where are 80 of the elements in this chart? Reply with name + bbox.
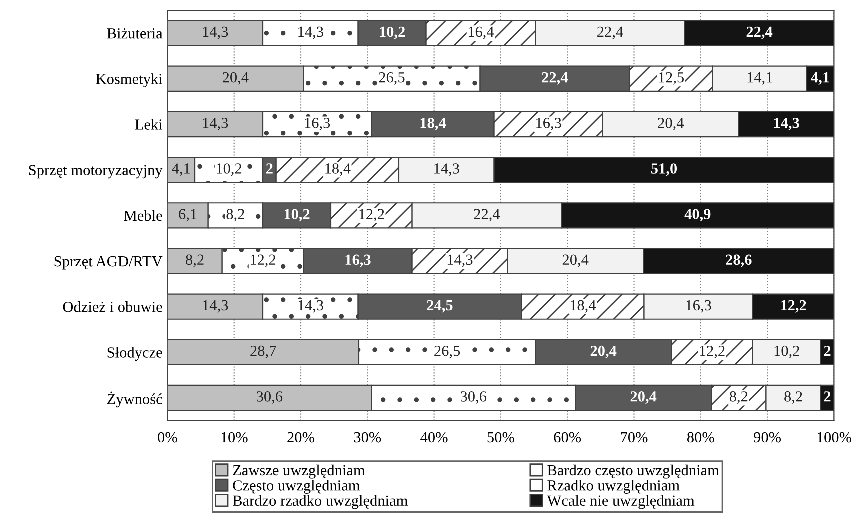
data-label: 20,4: [222, 72, 249, 85]
data-label: 24,5: [427, 300, 453, 313]
data-label: 14,3: [298, 26, 324, 40]
data-label: 12,5: [659, 72, 684, 85]
data-label: 28,7: [250, 346, 276, 358]
legend-label: Często uwzględniam: [233, 480, 360, 494]
x-tick-label: 100%: [818, 432, 852, 443]
data-label: 12,2: [250, 254, 276, 268]
data-label: 51,0: [651, 164, 678, 176]
y-tick-label: Biżuteria: [107, 28, 163, 39]
y-tick-label: Odzież i obuwie: [63, 302, 162, 312]
data-label: 10,2: [774, 346, 800, 358]
data-label: 8,2: [226, 209, 244, 222]
data-label: 26,5: [434, 346, 460, 358]
data-label: 20,4: [590, 346, 617, 358]
data-label: 28,6: [726, 254, 752, 268]
data-label: 22,4: [598, 26, 624, 40]
data-label: 14,3: [203, 118, 228, 131]
x-tick-label: 50%: [488, 432, 514, 443]
legend-label: Bardzo często uwzględniam: [548, 464, 720, 479]
data-label: 14,3: [203, 26, 228, 40]
y-tick-label: Sprzęt AGD/RTV: [54, 256, 163, 270]
x-tick-label: 30%: [354, 432, 382, 443]
data-label: 30,6: [257, 392, 283, 404]
data-label: 4,1: [811, 72, 830, 85]
y-tick-label: Kosmetyki: [96, 74, 163, 88]
data-label: 22,4: [542, 72, 568, 85]
data-label: 4,1: [172, 164, 190, 176]
legend-label: Bardzo rzadko uwzględniam: [233, 495, 408, 510]
y-tick-label: Meble: [124, 210, 162, 222]
data-label: 12,2: [360, 209, 384, 222]
x-tick-label: 70%: [621, 432, 648, 443]
data-label: 20,4: [630, 392, 657, 404]
data-label: 6,1: [179, 209, 197, 222]
data-label: 20,4: [562, 254, 589, 268]
data-label: 14,3: [448, 254, 473, 268]
data-label: 14,3: [203, 300, 228, 313]
data-label: 10,2: [284, 209, 310, 222]
data-label: 16,3: [536, 118, 562, 131]
data-label: 16,3: [346, 254, 371, 268]
y-tick-label: Żywność: [108, 392, 162, 408]
x-tick-label: 20%: [288, 432, 314, 443]
y-tick-label: Słodycze: [108, 347, 162, 362]
x-tick-label: 10%: [222, 432, 248, 443]
data-label: 16,3: [305, 118, 330, 131]
data-label: 20,4: [658, 118, 684, 131]
data-label: 8,2: [186, 254, 204, 268]
data-label: 14,3: [774, 118, 800, 131]
data-label: 16,3: [686, 300, 712, 313]
data-label: 18,4: [420, 118, 446, 131]
data-label: 18,4: [570, 300, 596, 313]
y-tick-label: Leki: [135, 119, 163, 130]
data-label: 14,3: [298, 300, 324, 313]
legend-label: Zawsze uwzględniam: [233, 464, 366, 479]
data-label: 8,2: [784, 392, 802, 404]
data-label: 30,6: [460, 392, 487, 404]
data-label: 10,2: [380, 26, 406, 40]
data-label: 10,2: [216, 164, 242, 176]
data-label: 12,2: [700, 346, 725, 358]
data-label: 22,4: [474, 209, 500, 222]
x-tick-label: 60%: [554, 432, 582, 443]
data-label: 2: [824, 392, 831, 402]
data-label: 14,3: [434, 164, 460, 176]
y-tick-label: Sprzęt motoryzacyjny: [29, 165, 163, 179]
data-label: 8,2: [730, 392, 748, 404]
data-label: 2: [824, 346, 831, 356]
data-label: 16,4: [468, 26, 494, 40]
data-label: 12,2: [781, 300, 806, 313]
legend-label: Wcale nie uwzględniam: [547, 495, 695, 510]
data-label: 14,1: [748, 72, 772, 85]
x-tick-label: 40%: [420, 432, 448, 443]
data-label: 2: [266, 164, 273, 174]
data-label: 40,9: [684, 209, 711, 222]
legend-label: Rzadko uwzględniam: [548, 480, 680, 494]
x-tick-label: 80%: [687, 432, 714, 443]
x-tick-label: 0%: [158, 432, 178, 443]
data-label: 18,4: [326, 164, 351, 176]
data-label: 22,4: [746, 26, 773, 40]
data-label: 26,5: [379, 72, 405, 85]
x-tick-label: 90%: [754, 432, 782, 443]
